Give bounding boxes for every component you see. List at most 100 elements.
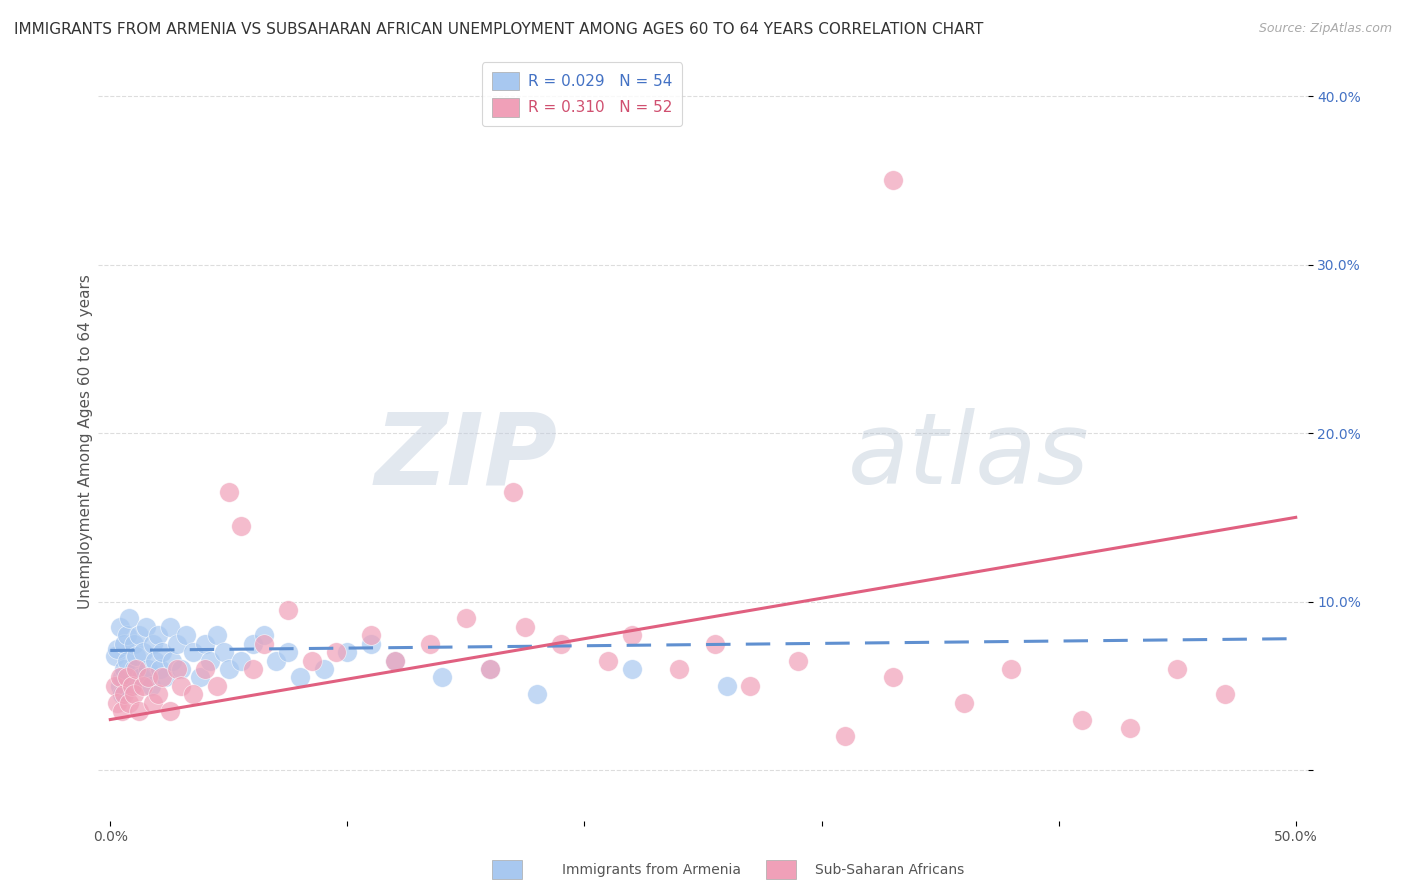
FancyBboxPatch shape: [492, 860, 522, 880]
Point: [384, 654, 406, 668]
Point: [152, 645, 174, 659]
Text: atlas: atlas: [848, 409, 1090, 505]
Point: [142, 637, 165, 651]
Point: [218, 662, 240, 676]
Point: [526, 687, 548, 701]
Point: [478, 662, 501, 676]
Point: [253, 637, 276, 651]
Point: [194, 637, 217, 651]
Point: [160, 654, 183, 668]
Point: [229, 518, 252, 533]
Point: [1071, 713, 1094, 727]
Point: [132, 645, 155, 659]
Point: [384, 654, 406, 668]
Point: [620, 662, 643, 676]
Point: [1166, 662, 1188, 676]
Point: [128, 628, 150, 642]
Point: [115, 670, 138, 684]
Point: [153, 670, 176, 684]
Point: [174, 628, 197, 642]
Point: [277, 645, 299, 659]
Point: [146, 628, 169, 642]
Point: [502, 485, 524, 500]
Point: [129, 670, 152, 684]
Point: [136, 662, 159, 676]
Point: [190, 670, 212, 684]
Point: [740, 679, 762, 693]
Point: [125, 648, 148, 663]
Point: [135, 620, 157, 634]
Point: [118, 611, 141, 625]
Point: [253, 628, 276, 642]
FancyBboxPatch shape: [766, 860, 796, 880]
Point: [205, 679, 228, 693]
Point: [114, 637, 136, 651]
Point: [515, 620, 537, 634]
Point: [716, 679, 738, 693]
Point: [312, 662, 335, 676]
Point: [419, 637, 441, 651]
Point: [264, 654, 287, 668]
Point: [146, 687, 169, 701]
Point: [122, 637, 145, 651]
Point: [181, 687, 204, 701]
Point: [108, 679, 131, 693]
Point: [1119, 721, 1142, 735]
Point: [668, 662, 690, 676]
Point: [181, 645, 204, 659]
Point: [132, 679, 155, 693]
Point: [152, 670, 174, 684]
Point: [143, 654, 166, 668]
Point: [166, 662, 188, 676]
Point: [620, 628, 643, 642]
Point: [105, 696, 128, 710]
Point: [703, 637, 725, 651]
Point: [170, 679, 193, 693]
Point: [786, 654, 808, 668]
Point: [242, 662, 264, 676]
Point: [115, 654, 138, 668]
Point: [301, 654, 323, 668]
Point: [229, 654, 252, 668]
Point: [325, 645, 347, 659]
Point: [115, 628, 138, 642]
Point: [277, 603, 299, 617]
Point: [336, 645, 359, 659]
Point: [550, 637, 572, 651]
Point: [454, 611, 477, 625]
Point: [111, 704, 134, 718]
Point: [142, 696, 165, 710]
Point: [952, 696, 974, 710]
Point: [105, 641, 128, 656]
Point: [125, 662, 148, 676]
Point: [118, 696, 141, 710]
Point: [136, 670, 159, 684]
Point: [108, 670, 131, 684]
Point: [166, 637, 188, 651]
Legend: R = 0.029   N = 54, R = 0.310   N = 52: R = 0.029 N = 54, R = 0.310 N = 52: [482, 62, 682, 126]
Point: [122, 687, 145, 701]
Point: [139, 679, 162, 693]
Y-axis label: Unemployment Among Ages 60 to 64 years: Unemployment Among Ages 60 to 64 years: [77, 274, 93, 609]
Point: [212, 645, 235, 659]
Point: [598, 654, 620, 668]
Text: ZIP: ZIP: [375, 409, 558, 505]
Point: [114, 662, 136, 676]
Text: Sub-Saharan Africans: Sub-Saharan Africans: [815, 863, 965, 877]
Point: [198, 654, 221, 668]
Point: [114, 687, 136, 701]
Point: [121, 679, 143, 693]
Point: [218, 485, 240, 500]
Point: [882, 670, 904, 684]
Point: [360, 628, 382, 642]
Point: [111, 687, 134, 701]
Point: [1213, 687, 1236, 701]
Text: Source: ZipAtlas.com: Source: ZipAtlas.com: [1258, 22, 1392, 36]
Point: [159, 704, 181, 718]
Point: [360, 637, 382, 651]
Point: [194, 662, 217, 676]
Point: [882, 173, 904, 187]
Point: [478, 662, 501, 676]
Point: [834, 730, 856, 744]
Point: [121, 679, 143, 693]
